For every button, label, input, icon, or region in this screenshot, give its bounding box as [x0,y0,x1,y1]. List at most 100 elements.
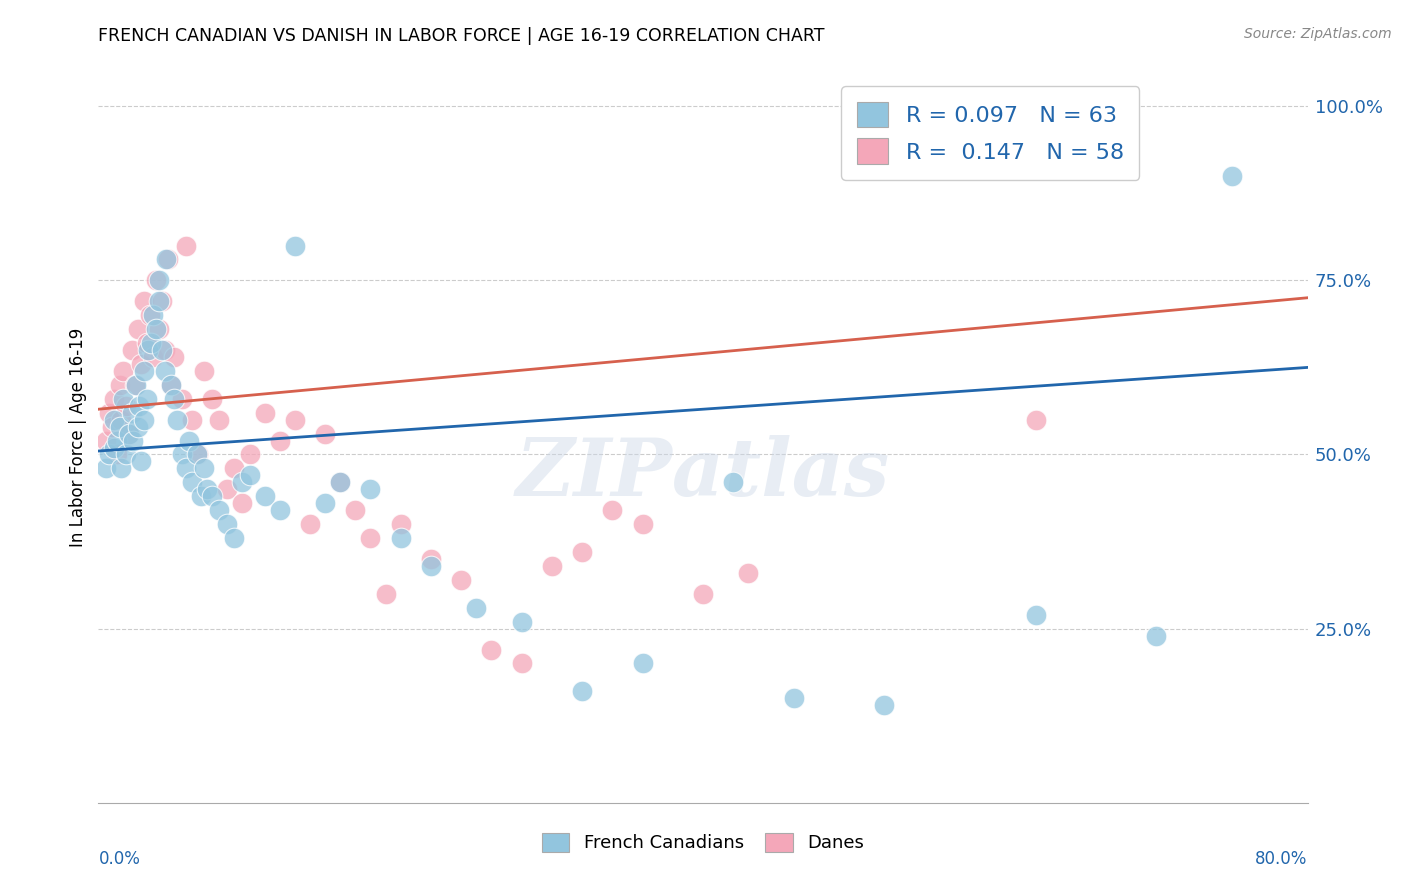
Point [103,441,125,455]
Point [1220,169,1243,183]
Point [105,434,128,448]
Text: FRENCH CANADIAN VS DANISH IN LABOR FORCE | AGE 16-19 CORRELATION CHART: FRENCH CANADIAN VS DANISH IN LABOR FORCE… [98,27,825,45]
Point [329,475,352,490]
Point [132,364,155,378]
Text: ZIP​atlas: ZIP​atlas [516,435,890,512]
Point [145,322,167,336]
Point [155,252,177,267]
Point [571,684,593,698]
Point [118,426,141,441]
Point [150,343,173,357]
Point [631,517,654,532]
Point [110,412,132,426]
Point [1099,134,1122,148]
Point [150,294,173,309]
Point [450,573,472,587]
Point [94,461,117,475]
Point [148,294,170,309]
Point [873,698,896,713]
Point [481,642,503,657]
Point [163,392,186,406]
Y-axis label: In Labor Force | Age 16-19: In Labor Force | Age 16-19 [69,327,87,547]
Point [153,364,176,378]
Point [132,412,155,426]
Point [239,468,262,483]
Point [139,308,162,322]
Point [142,308,165,322]
Point [121,406,143,420]
Point [314,496,336,510]
Point [108,419,131,434]
Point [360,531,382,545]
Point [129,454,152,468]
Point [193,364,215,378]
Point [174,238,197,252]
Point [156,252,179,267]
Point [329,475,352,490]
Point [124,377,146,392]
Point [692,587,714,601]
Point [181,412,204,426]
Point [103,412,125,426]
Point [231,475,253,490]
Point [142,350,165,364]
Point [389,517,412,532]
Legend: French Canadians, Danes: French Canadians, Danes [534,826,872,860]
Point [231,496,253,510]
Point [465,600,488,615]
Point [510,615,533,629]
Point [201,392,224,406]
Point [148,273,170,287]
Point [224,461,246,475]
Point [160,377,183,392]
Point [284,238,307,252]
Point [135,336,157,351]
Point [170,392,193,406]
Point [122,434,145,448]
Point [129,357,152,371]
Point [193,461,215,475]
Point [783,691,806,706]
Point [631,657,654,671]
Point [195,483,218,497]
Point [314,426,336,441]
Point [114,448,136,462]
Point [344,503,367,517]
Point [187,448,209,462]
Point [174,461,197,475]
Point [1024,607,1046,622]
Text: 0.0%: 0.0% [98,850,141,868]
Point [253,406,276,420]
Point [121,343,143,357]
Point [1144,629,1167,643]
Point [420,558,443,573]
Point [374,587,396,601]
Point [420,552,443,566]
Point [125,377,148,392]
Point [389,531,412,545]
Point [153,343,176,357]
Point [540,558,562,573]
Point [179,434,201,448]
Point [1024,412,1046,426]
Point [141,336,163,351]
Point [98,406,121,420]
Point [737,566,759,580]
Point [110,461,132,475]
Point [360,483,382,497]
Point [114,399,136,413]
Point [127,419,149,434]
Point [127,322,149,336]
Point [166,412,188,426]
Point [145,273,167,287]
Point [111,392,134,406]
Point [98,448,121,462]
Point [253,489,276,503]
Point [163,350,186,364]
Point [136,343,159,357]
Point [224,531,246,545]
Point [118,426,141,441]
Text: 80.0%: 80.0% [1256,850,1308,868]
Point [135,392,157,406]
Point [190,489,212,503]
